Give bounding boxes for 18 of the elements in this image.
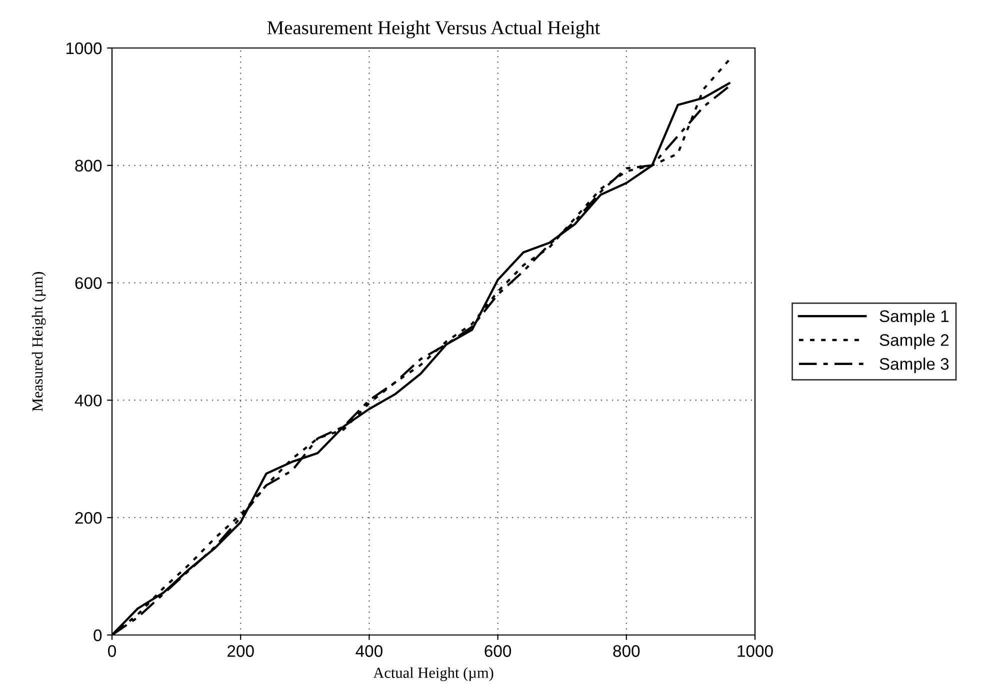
x-axis-title: Actual Height (µm)	[373, 667, 494, 682]
x-tick-label: 200	[228, 645, 254, 657]
x-tick-label: 0	[108, 645, 116, 657]
y-tick-label: 200	[75, 512, 102, 524]
legend-label: Sample 2	[880, 334, 949, 350]
chart-title: Measurement Height Versus Actual Height	[267, 20, 600, 38]
y-tick-label: 0	[94, 629, 102, 642]
y-tick-label: 1000	[66, 42, 102, 54]
legend-label: Sample 1	[880, 310, 949, 326]
x-tick-label: 800	[613, 645, 640, 657]
legend-label: Sample 3	[880, 358, 949, 374]
x-tick-label: 400	[356, 645, 382, 657]
x-tick-label: 1000	[738, 645, 773, 657]
y-tick-label: 400	[74, 394, 102, 406]
y-tick-label: 600	[75, 277, 102, 290]
y-tick-label: 800	[75, 160, 102, 172]
y-axis-title: Measured Height (µm)	[32, 272, 46, 412]
x-tick-label: 600	[484, 645, 512, 657]
